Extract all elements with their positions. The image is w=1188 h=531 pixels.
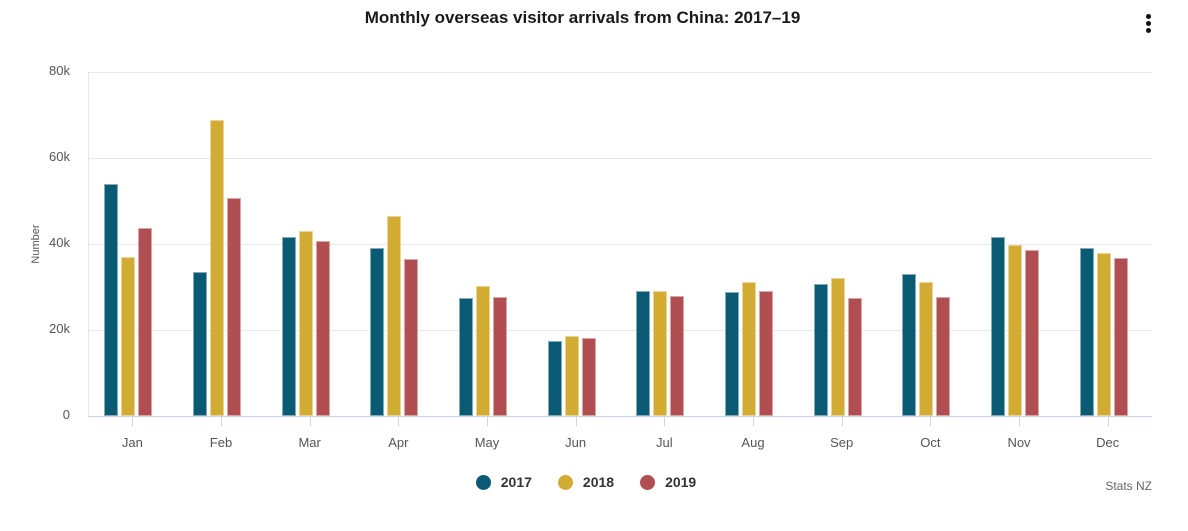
legend: 2017 2018 2019 xyxy=(0,474,1180,490)
kebab-menu-icon[interactable] xyxy=(1138,12,1158,38)
legend-label: 2019 xyxy=(665,474,697,490)
bar-may-2019[interactable] xyxy=(493,296,507,416)
x-tick-label: Jun xyxy=(565,435,587,450)
x-tick-label: Apr xyxy=(388,435,409,450)
bar-aug-2018[interactable] xyxy=(742,281,756,416)
legend-dot-icon xyxy=(640,474,656,490)
legend-label: 2018 xyxy=(582,474,615,490)
x-tick-label: Oct xyxy=(920,435,941,450)
bar-feb-2019[interactable] xyxy=(227,197,241,416)
bar-apr-2017[interactable] xyxy=(370,247,385,416)
bar-mar-2017[interactable] xyxy=(281,237,296,416)
x-tick xyxy=(841,416,843,426)
bar-jul-2018[interactable] xyxy=(653,290,668,416)
x-tick xyxy=(309,416,311,426)
x-tick xyxy=(132,416,134,426)
bar-aug-2019[interactable] xyxy=(759,290,773,416)
bar-mar-2019[interactable] xyxy=(315,240,330,416)
x-tick xyxy=(398,416,400,426)
legend-item-2017[interactable]: 2017 xyxy=(475,474,532,490)
x-tick-label: Sep xyxy=(830,435,854,450)
x-tick xyxy=(1019,416,1020,426)
bar-sep-2019[interactable] xyxy=(847,298,862,416)
bar-nov-2019[interactable] xyxy=(1025,250,1039,416)
bar-jul-2017[interactable] xyxy=(636,290,651,416)
y-axis-line xyxy=(88,72,89,416)
legend-item-2018[interactable]: 2018 xyxy=(557,474,615,490)
bar-dec-2018[interactable] xyxy=(1096,253,1111,416)
bar-may-2017[interactable] xyxy=(459,298,473,416)
x-tick xyxy=(221,416,222,426)
x-tick-label: Aug xyxy=(741,435,765,450)
bar-nov-2018[interactable] xyxy=(1008,244,1022,416)
x-tick-label: Jul xyxy=(656,435,673,450)
x-tick-label: Jan xyxy=(121,435,143,450)
y-tick-label: 40k xyxy=(49,235,70,250)
bar-aug-2017[interactable] xyxy=(725,292,739,416)
bar-oct-2019[interactable] xyxy=(936,296,951,416)
bar-oct-2017[interactable] xyxy=(902,274,917,416)
gridline xyxy=(88,330,1152,331)
bar-dec-2017[interactable] xyxy=(1079,247,1094,416)
legend-dot-icon xyxy=(475,474,491,490)
y-tick-label: 0 xyxy=(62,407,70,422)
bar-sep-2018[interactable] xyxy=(830,277,845,416)
bar-jun-2017[interactable] xyxy=(547,341,562,416)
bar-jul-2019[interactable] xyxy=(670,296,685,416)
legend-label: 2017 xyxy=(500,474,532,490)
x-tick-label: Dec xyxy=(1096,435,1120,450)
bar-jun-2018[interactable] xyxy=(564,336,579,416)
bar-jun-2019[interactable] xyxy=(581,338,596,416)
y-tick-label: 20k xyxy=(49,321,70,336)
bar-apr-2019[interactable] xyxy=(404,259,419,416)
bar-feb-2018[interactable] xyxy=(210,120,224,416)
x-tick-label: May xyxy=(474,435,500,450)
x-tick xyxy=(487,416,488,426)
x-tick xyxy=(1107,416,1109,426)
bar-feb-2017[interactable] xyxy=(193,271,207,416)
x-tick xyxy=(753,416,754,426)
bar-jan-2017[interactable] xyxy=(104,183,119,416)
bar-sep-2017[interactable] xyxy=(813,283,828,416)
gridline xyxy=(88,158,1152,159)
bar-jan-2018[interactable] xyxy=(121,256,136,416)
bar-nov-2017[interactable] xyxy=(991,237,1005,416)
x-tick xyxy=(664,416,666,426)
x-tick-label: Mar xyxy=(298,435,321,450)
source-credit: Stats NZ xyxy=(1105,479,1152,493)
bar-may-2018[interactable] xyxy=(476,286,490,416)
legend-item-2019[interactable]: 2019 xyxy=(640,474,696,490)
bar-mar-2018[interactable] xyxy=(298,231,313,416)
x-tick xyxy=(930,416,932,426)
y-tick-label: 60k xyxy=(49,149,70,164)
x-tick-label: Feb xyxy=(209,435,233,450)
x-tick xyxy=(575,416,577,426)
bar-jan-2019[interactable] xyxy=(138,228,153,416)
x-axis-line xyxy=(88,416,1152,417)
y-tick-label: 80k xyxy=(49,63,70,78)
bar-apr-2018[interactable] xyxy=(387,216,402,416)
legend-dot-icon xyxy=(557,474,573,490)
bar-oct-2018[interactable] xyxy=(919,281,934,416)
x-tick-label: Nov xyxy=(1007,435,1031,450)
gridline xyxy=(88,72,1152,73)
gridline xyxy=(88,244,1152,245)
bar-dec-2019[interactable] xyxy=(1113,258,1128,416)
chart-title: Monthly overseas visitor arrivals from C… xyxy=(364,8,801,27)
